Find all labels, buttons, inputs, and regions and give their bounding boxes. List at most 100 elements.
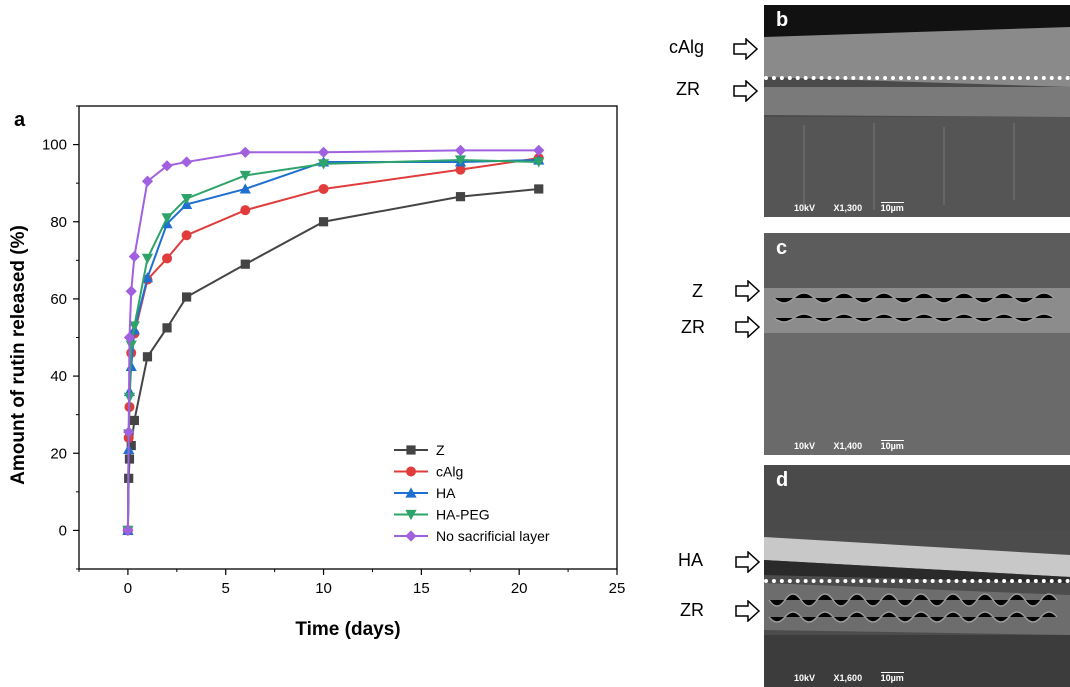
series-ha-peg [122, 155, 545, 537]
sem-image-b: b 10kV X1,300 10µm [764, 5, 1070, 217]
data-point [161, 160, 173, 172]
sem-magnification: X1,400 [833, 441, 863, 451]
x-tick-label: 25 [609, 580, 626, 597]
legend-label: Z [436, 442, 445, 458]
data-point [318, 183, 329, 194]
legend-label: HA [436, 485, 456, 501]
y-tick-label: 40 [50, 368, 67, 385]
layer-label-zr-c: ZR [681, 317, 705, 337]
layer-boundary-b [764, 76, 1070, 80]
data-point [533, 157, 545, 168]
legend-marker [405, 509, 417, 521]
layer-label-calg: cAlg [669, 37, 705, 57]
series-line [126, 159, 539, 531]
x-axis-label: Time (days) [295, 619, 400, 640]
data-point [129, 415, 139, 426]
y-tick-label: 0 [59, 522, 67, 539]
x-tick-label: 0 [124, 580, 132, 597]
data-point [455, 164, 466, 175]
sem-image-d: d 10kV X1,600 10µm [764, 465, 1070, 687]
sem-image-c: c 10kV X1,400 10µm [764, 233, 1070, 455]
x-tick-label: 20 [511, 580, 528, 597]
legend-item: HA-PEG [394, 507, 490, 523]
legend-marker [405, 530, 417, 542]
legend-item: HA [394, 485, 456, 501]
data-point [162, 323, 172, 333]
data-point [181, 156, 193, 168]
data-point [141, 272, 154, 283]
panel-letter-a: a [14, 109, 26, 131]
data-point [181, 230, 192, 241]
sem-kv: 10kV [794, 673, 816, 683]
sem-magnification: X1,300 [833, 203, 863, 213]
sem-kv: 10kV [794, 203, 816, 213]
layer-boundary-d [764, 579, 1070, 583]
layer-label-ha: HA [678, 550, 704, 570]
sem-texture-d [764, 465, 1070, 687]
legend-item: Z [394, 442, 445, 458]
data-point [182, 292, 192, 302]
y-tick-label: 60 [50, 291, 67, 308]
sem-info-c: 10kV X1,400 10µm [794, 440, 920, 451]
layer-label-zr-d: ZR [680, 600, 704, 620]
legend-marker [406, 466, 416, 477]
legend-marker [406, 445, 416, 455]
panel-letter-b: b [776, 9, 789, 31]
data-point [122, 524, 134, 537]
data-point [454, 144, 467, 156]
arrow-icon [735, 280, 761, 302]
x-tick-label: 10 [315, 580, 332, 597]
chart-axes: 0 5 10 15 20 25 0 20 40 60 80 100 [42, 105, 626, 597]
data-point [454, 155, 467, 166]
data-point [125, 285, 137, 297]
sem-info-d: 10kV X1,600 10µm [794, 672, 920, 683]
y-tick-label: 100 [42, 137, 67, 154]
series-line [126, 187, 539, 531]
series-ha [122, 154, 545, 536]
series-line [126, 149, 539, 531]
sem-scale-bar: 10µm [880, 440, 904, 451]
data-point [534, 184, 544, 194]
sem-kv: 10kV [794, 441, 816, 451]
y-tick-label: 20 [50, 445, 67, 462]
data-point [317, 159, 330, 170]
data-point [126, 440, 136, 451]
panel-letter-d: d [776, 469, 789, 491]
y-axis-label: Amount of rutin released (%) [8, 225, 29, 485]
data-point [533, 144, 545, 156]
data-point [455, 192, 466, 202]
data-point [239, 183, 251, 194]
sem-texture-c [764, 233, 1070, 455]
legend-label: cAlg [436, 464, 463, 480]
data-point [317, 146, 330, 158]
chart-series [122, 144, 545, 537]
data-point [128, 321, 140, 332]
series-no-sacrificial-layer [122, 144, 545, 537]
panel-letter-c: c [776, 237, 788, 259]
legend-label: HA-PEG [436, 507, 490, 523]
layer-label-zr-b: ZR [676, 79, 700, 99]
data-point [125, 340, 137, 351]
data-point [123, 426, 135, 438]
arrow-icon [733, 38, 759, 60]
data-point [141, 253, 154, 265]
sem-info-b: 10kV X1,300 10µm [794, 202, 920, 213]
legend-label: No sacrificial layer [436, 528, 550, 544]
legend-item: cAlg [394, 464, 463, 480]
sem-scale-bar: 10µm [880, 202, 904, 213]
x-tick-label: 5 [222, 580, 230, 597]
series-line [126, 157, 539, 531]
series-line [126, 159, 539, 531]
legend-marker [405, 487, 417, 498]
series-calg [122, 153, 544, 536]
data-point [239, 170, 251, 182]
legend-item: No sacrificial layer [394, 528, 550, 544]
arrow-icon [735, 551, 761, 573]
y-tick-label: 80 [50, 214, 67, 231]
data-point [162, 253, 173, 264]
sem-scale-bar: 10µm [880, 672, 904, 683]
data-point [318, 217, 329, 227]
arrow-icon [735, 600, 761, 622]
